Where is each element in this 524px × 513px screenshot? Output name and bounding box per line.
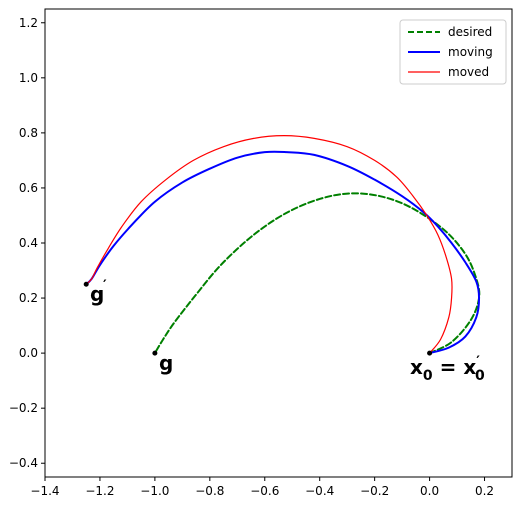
x-tick-label: −0.4 <box>305 484 334 498</box>
point-g <box>152 350 158 356</box>
annotation-x0-rhs-sub: 0 <box>475 368 485 384</box>
plot-area <box>83 135 481 356</box>
series-line-moved <box>85 135 453 354</box>
y-tick-label: −0.2 <box>9 401 38 415</box>
x-tick-label: 0.0 <box>420 484 439 498</box>
annotation-x0-main: x <box>410 355 423 379</box>
legend-box <box>399 19 507 85</box>
x-tick-label: −1.4 <box>30 484 59 498</box>
y-tick-label: 0.6 <box>19 181 38 195</box>
y-tick-label: 0.8 <box>19 126 38 140</box>
y-tick-label: 0.0 <box>19 346 38 360</box>
point-g_prime <box>83 281 89 287</box>
annotation-x0: x0 = x′ 0 <box>410 354 485 384</box>
annotation-x0-eq: = <box>433 355 464 379</box>
x-axis-ticks: −1.4 −1.2 −1.0 −0.8 −0.6 −0.4 −0.2 0.0 0.2 <box>30 477 494 498</box>
x-tick-label: −0.8 <box>195 484 224 498</box>
annotation-x0-sub: 0 <box>423 368 433 384</box>
y-tick-label: 0.2 <box>19 291 38 305</box>
annotation-x0-rhs: x <box>463 355 476 379</box>
x-tick-label: −0.6 <box>250 484 279 498</box>
legend: desired moving moved <box>399 19 507 85</box>
x-tick-label: −1.2 <box>85 484 114 498</box>
y-tick-label: 1.2 <box>19 16 38 30</box>
x-tick-label: 0.2 <box>475 484 494 498</box>
annotation-x0-rhs-mark: ′ <box>476 354 480 370</box>
x-tick-label: −1.0 <box>140 484 169 498</box>
annotation-g-prime-mark: ′ <box>103 278 107 294</box>
legend-label-moved: moved <box>448 65 489 79</box>
y-axis-ticks: −0.4 −0.2 0.0 0.2 0.4 0.6 0.8 1.0 1.2 <box>9 16 45 470</box>
annotation-g-prime: g <box>90 282 104 306</box>
point-x0 <box>427 350 433 356</box>
y-tick-label: −0.4 <box>9 456 38 470</box>
x-tick-label: −0.2 <box>360 484 389 498</box>
y-tick-label: 1.0 <box>19 71 38 85</box>
y-tick-label: 0.4 <box>19 236 38 250</box>
series-line-moving <box>85 150 481 355</box>
annotation-g: g <box>159 351 173 375</box>
legend-label-desired: desired <box>448 25 492 39</box>
legend-label-moving: moving <box>448 45 493 59</box>
